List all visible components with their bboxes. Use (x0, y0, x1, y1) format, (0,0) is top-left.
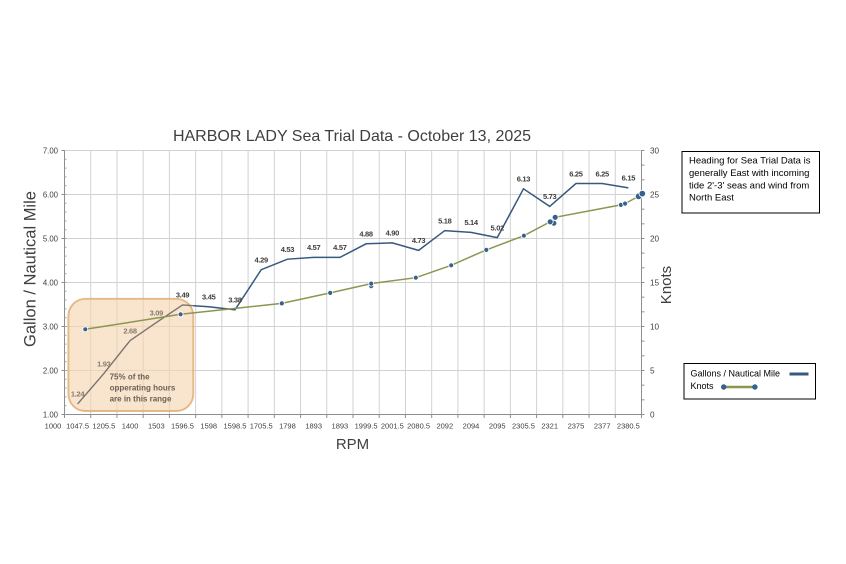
svg-text:1205.5: 1205.5 (92, 421, 115, 430)
svg-text:North East: North East (689, 193, 734, 204)
svg-text:30: 30 (650, 147, 660, 156)
svg-text:1598.5: 1598.5 (224, 421, 247, 430)
svg-text:Knots: Knots (691, 381, 715, 391)
svg-text:0: 0 (650, 411, 655, 420)
svg-text:15: 15 (650, 279, 660, 288)
svg-text:4.88: 4.88 (359, 230, 373, 239)
svg-text:2380.5: 2380.5 (617, 421, 640, 430)
svg-text:tide 2'-3' seas and wind from: tide 2'-3' seas and wind from (689, 180, 809, 191)
svg-text:4.53: 4.53 (281, 245, 295, 254)
svg-text:5.18: 5.18 (438, 216, 452, 225)
svg-text:3.00: 3.00 (43, 322, 59, 331)
svg-text:2.68: 2.68 (123, 326, 137, 335)
svg-text:opperating hours: opperating hours (110, 384, 176, 393)
svg-text:HARBOR LADY Sea Trial Data - O: HARBOR LADY Sea Trial Data - October 13,… (173, 128, 531, 145)
svg-text:6.00: 6.00 (43, 190, 59, 199)
svg-text:2375: 2375 (568, 421, 585, 430)
svg-text:1.24: 1.24 (71, 390, 86, 399)
svg-text:6.25: 6.25 (595, 169, 609, 178)
svg-text:1000: 1000 (45, 421, 62, 430)
svg-text:1.93: 1.93 (97, 359, 111, 368)
svg-text:2095: 2095 (489, 421, 506, 430)
svg-text:Gallon / Nautical Mile: Gallon / Nautical Mile (22, 191, 40, 347)
svg-text:4.57: 4.57 (333, 243, 347, 252)
svg-text:1400: 1400 (122, 421, 139, 430)
svg-text:20: 20 (650, 235, 660, 244)
svg-text:1596.5: 1596.5 (171, 421, 194, 430)
svg-text:1893: 1893 (305, 421, 322, 430)
svg-text:Knots: Knots (658, 266, 675, 304)
svg-text:2001.5: 2001.5 (381, 421, 404, 430)
svg-text:5.14: 5.14 (464, 218, 479, 227)
svg-text:1893: 1893 (332, 421, 349, 430)
svg-text:2.00: 2.00 (43, 366, 59, 375)
svg-text:2321: 2321 (541, 421, 558, 430)
svg-text:RPM: RPM (336, 436, 369, 453)
svg-text:1503: 1503 (148, 421, 165, 430)
svg-text:5.00: 5.00 (43, 234, 59, 243)
svg-text:3.49: 3.49 (176, 291, 190, 300)
svg-text:2094: 2094 (463, 421, 480, 430)
svg-text:7.00: 7.00 (43, 146, 59, 155)
svg-text:3.45: 3.45 (202, 293, 216, 302)
svg-text:4.57: 4.57 (307, 243, 321, 252)
svg-text:2305.5: 2305.5 (512, 421, 535, 430)
svg-text:1798: 1798 (279, 421, 296, 430)
svg-text:1.00: 1.00 (43, 410, 59, 419)
svg-text:25: 25 (650, 191, 660, 200)
svg-text:generally East with incoming: generally East with incoming (689, 168, 809, 179)
svg-text:3.09: 3.09 (150, 308, 164, 317)
svg-text:5.73: 5.73 (543, 192, 557, 201)
svg-text:1705.5: 1705.5 (250, 421, 273, 430)
svg-text:4.00: 4.00 (43, 278, 59, 287)
svg-text:5.02: 5.02 (491, 223, 505, 232)
svg-text:2377: 2377 (594, 421, 611, 430)
svg-text:4.73: 4.73 (412, 236, 426, 245)
svg-text:6.25: 6.25 (569, 169, 583, 178)
svg-text:are in this range: are in this range (110, 395, 172, 404)
svg-text:4.29: 4.29 (254, 256, 268, 265)
svg-text:1999.5: 1999.5 (355, 421, 378, 430)
svg-text:6.15: 6.15 (622, 174, 636, 183)
svg-text:5: 5 (650, 367, 655, 376)
svg-text:1047.5: 1047.5 (66, 421, 89, 430)
svg-text:6.13: 6.13 (517, 175, 531, 184)
svg-text:1598: 1598 (200, 421, 217, 430)
svg-text:3.38: 3.38 (228, 296, 242, 305)
svg-text:75% of the: 75% of the (110, 373, 151, 382)
svg-text:2092: 2092 (436, 421, 453, 430)
svg-text:2080.5: 2080.5 (407, 421, 430, 430)
svg-text:Gallons / Nautical Mile: Gallons / Nautical Mile (691, 369, 781, 379)
svg-text:4.90: 4.90 (386, 229, 400, 238)
svg-text:Heading for Sea Trial Data is: Heading for Sea Trial Data is (689, 156, 811, 167)
svg-text:10: 10 (650, 323, 660, 332)
